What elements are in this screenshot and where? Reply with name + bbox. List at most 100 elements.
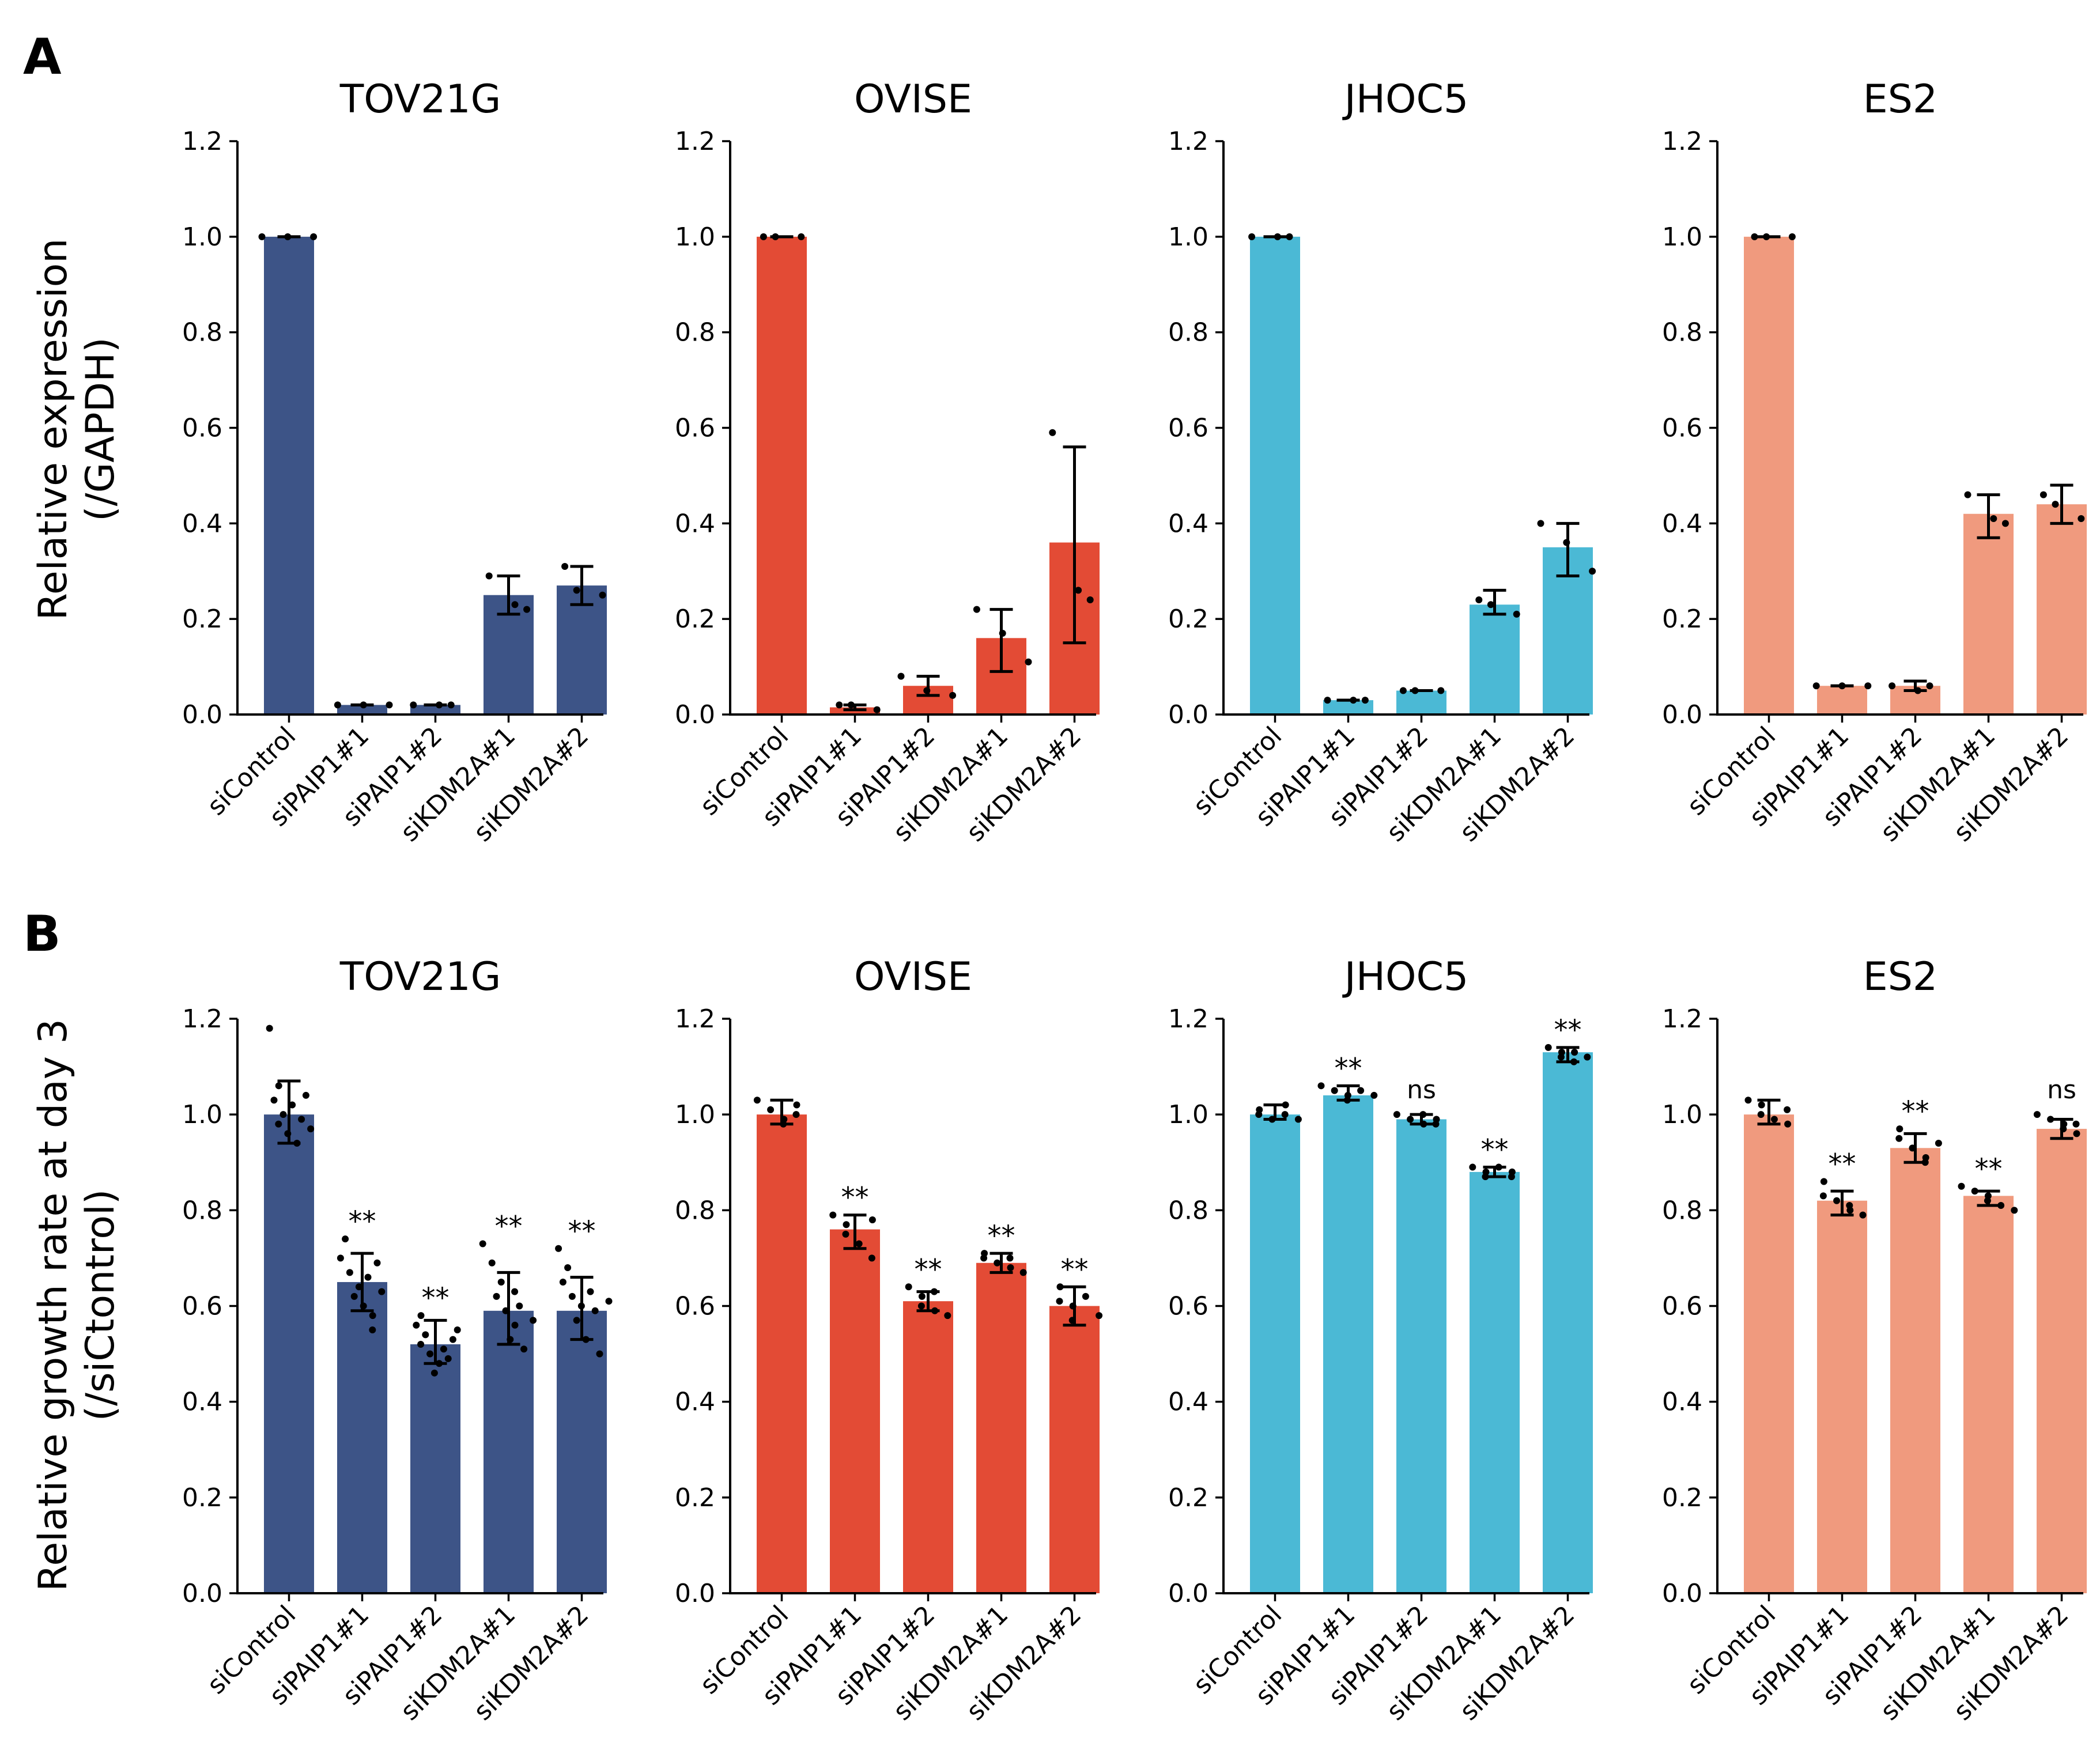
data-point	[1399, 687, 1407, 694]
data-point	[520, 1345, 528, 1353]
data-point	[1420, 1120, 1427, 1128]
bar	[1543, 1052, 1593, 1593]
bar	[976, 1262, 1026, 1593]
data-point	[1571, 1049, 1578, 1056]
data-point	[2052, 501, 2059, 508]
y-tick-label: 1.0	[182, 222, 222, 252]
row-a-ylabel: Relative expression (/GAPDH)	[31, 239, 123, 621]
data-point	[1357, 1087, 1365, 1094]
data-point	[511, 1288, 519, 1295]
data-point	[1407, 1116, 1414, 1123]
data-point	[1393, 1111, 1400, 1118]
data-point	[346, 1269, 353, 1276]
y-tick-label: 1.2	[1662, 1004, 1702, 1034]
chart-tov21g-a: TOV21G0.00.20.40.60.81.01.2siControlsiPA…	[182, 77, 607, 848]
row-b-ylabel-line1: Relative growth rate at day 3	[31, 1019, 76, 1592]
data-point	[1751, 233, 1758, 240]
y-tick-label: 1.0	[675, 222, 715, 252]
data-point	[1350, 697, 1357, 704]
bar	[410, 705, 460, 715]
bar	[1817, 686, 1867, 715]
data-point	[454, 1326, 461, 1334]
y-tick-label: 0.4	[675, 509, 715, 538]
data-point	[444, 1355, 452, 1362]
significance-label: **	[568, 1215, 596, 1248]
panel-label-a: A	[23, 28, 62, 86]
data-point	[564, 1264, 572, 1272]
data-point	[873, 706, 881, 713]
data-point	[1896, 1125, 1903, 1133]
data-point	[2072, 1120, 2080, 1128]
y-tick-label: 0.4	[182, 509, 222, 538]
y-tick-label: 1.0	[1168, 222, 1208, 252]
data-point	[1557, 1053, 1565, 1061]
y-tick-label: 0.0	[182, 700, 222, 729]
data-point	[836, 701, 843, 709]
data-point	[511, 601, 519, 608]
data-point	[386, 701, 393, 709]
data-point	[436, 701, 443, 709]
data-point	[1475, 596, 1483, 603]
data-point	[1926, 682, 1933, 690]
data-point	[479, 1240, 486, 1248]
chart-ovise-a: OVISE0.00.20.40.60.81.01.2siControlsiPAI…	[675, 77, 1100, 848]
data-point	[1411, 687, 1419, 694]
significance-label: ns	[2047, 1075, 2076, 1105]
data-point	[944, 1312, 951, 1320]
data-point	[1274, 233, 1281, 240]
y-tick-label: 0.8	[675, 1196, 715, 1225]
data-point	[350, 1292, 358, 1300]
data-point	[1914, 687, 1921, 694]
data-point	[1096, 1312, 1103, 1320]
data-point	[516, 1302, 523, 1310]
data-point	[1958, 1182, 1965, 1190]
data-point	[373, 1259, 381, 1267]
data-point	[369, 1312, 376, 1320]
data-point	[1437, 687, 1445, 694]
data-point	[1513, 610, 1520, 618]
y-tick-label: 0.6	[675, 1292, 715, 1321]
data-point	[855, 1240, 863, 1248]
data-point	[360, 701, 367, 709]
data-point	[511, 1321, 519, 1329]
data-point	[1075, 587, 1082, 594]
significance-label: **	[1554, 1014, 1582, 1046]
data-point	[417, 1312, 425, 1320]
y-tick-label: 1.0	[675, 1100, 715, 1129]
y-tick-label: 0.4	[1168, 509, 1208, 538]
data-point	[767, 1106, 775, 1113]
data-point	[1006, 1254, 1014, 1262]
y-tick-label: 0.4	[182, 1388, 222, 1417]
data-point	[1007, 1264, 1014, 1272]
chart-title: ES2	[1863, 77, 1937, 122]
data-point	[1563, 539, 1570, 546]
significance-label: **	[915, 1253, 942, 1286]
data-point	[1255, 1111, 1263, 1118]
y-tick-label: 0.6	[675, 414, 715, 443]
y-tick-label: 1.0	[1662, 1100, 1702, 1129]
data-point	[1049, 429, 1056, 436]
data-point	[1744, 1097, 1752, 1104]
data-point	[793, 1101, 800, 1109]
data-point	[905, 1283, 912, 1291]
data-point	[931, 1288, 938, 1295]
data-point	[2060, 1125, 2067, 1133]
y-tick-label: 1.2	[1662, 127, 1702, 156]
data-point	[559, 1278, 566, 1286]
data-point	[1819, 1192, 1827, 1200]
data-point	[440, 1345, 447, 1353]
chart-jhoc5-a: JHOC50.00.20.40.60.81.01.2siControlsiPAI…	[1168, 77, 1596, 848]
data-point	[1921, 1159, 1929, 1166]
data-point	[1984, 1197, 1991, 1204]
y-tick-label: 0.6	[182, 414, 222, 443]
data-point	[417, 1340, 425, 1348]
data-point	[1281, 1111, 1289, 1118]
bar	[1470, 1171, 1520, 1593]
data-point	[307, 1125, 315, 1133]
row-a-ylabel-line1: Relative expression	[31, 239, 76, 621]
bar	[1250, 1114, 1300, 1593]
y-tick-label: 0.0	[1168, 1579, 1208, 1608]
chart-title: JHOC5	[1342, 77, 1468, 122]
data-point	[1419, 1111, 1427, 1118]
